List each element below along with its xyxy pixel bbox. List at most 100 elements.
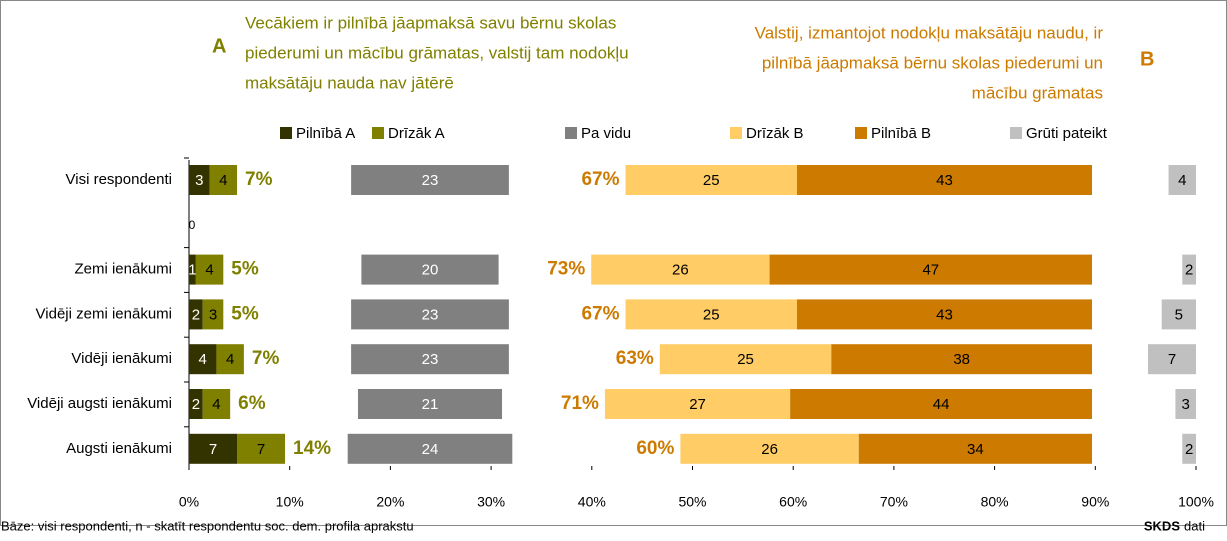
bar-value-label: 7: [257, 441, 265, 458]
bar-value-label: 4: [205, 262, 213, 279]
bar-value-label: 25: [703, 306, 720, 323]
header-text-a: Vecākiem ir pilnībā jāapmaksā savu bērnu…: [245, 13, 616, 32]
bar-value-label: 43: [936, 306, 953, 323]
legend-label: Drīzāk A: [388, 125, 445, 142]
footer-note: Bāze: visi respondenti, n - skatīt respo…: [1, 518, 414, 533]
legend-label: Pilnībā B: [871, 125, 931, 142]
bar-value-label: 2: [1185, 262, 1193, 279]
bar-segment: [189, 254, 196, 285]
bar-segment: [858, 433, 1092, 464]
bar-segment: [659, 344, 832, 375]
bar-segment: [361, 254, 499, 285]
bar-value-label: 7: [1168, 351, 1176, 368]
x-tick-label: 80%: [981, 494, 1009, 510]
x-tick-label: 60%: [779, 494, 807, 510]
header-text-a: piederumi un mācību grāmatas, valstij ta…: [245, 43, 629, 62]
x-tick-label: 0%: [179, 494, 199, 510]
bar-segment: [189, 165, 210, 195]
bar-segment: [351, 165, 509, 195]
category-label: Augsti ienākumi: [66, 440, 172, 457]
bar-value-label: 23: [422, 172, 439, 189]
bar-value-label: 20: [422, 262, 439, 279]
bar-segment: [237, 433, 286, 464]
legend-label: Drīzāk B: [746, 125, 804, 142]
x-tick-label: 50%: [678, 494, 706, 510]
bar-segment: [604, 389, 791, 419]
bar-value-label: 38: [953, 351, 970, 368]
bar-value-label: 23: [422, 351, 439, 368]
total-b-label: 73%: [547, 259, 585, 280]
bar-segment: [790, 389, 1092, 419]
bar-value-label: 24: [422, 441, 439, 458]
bar-segment: [625, 165, 798, 195]
bar-value-label: 3: [1182, 396, 1190, 413]
legend-label: Grūti pateikt: [1026, 125, 1108, 142]
x-tick-label: 100%: [1178, 494, 1214, 510]
bar-value-label: 4: [219, 172, 227, 189]
bar-segment: [195, 254, 224, 285]
legend-swatch: [280, 127, 292, 139]
x-tick-label: 90%: [1081, 494, 1109, 510]
total-a-label: 5%: [231, 303, 259, 324]
bar-value-label: 4: [226, 351, 234, 368]
bar-value-label: 23: [422, 306, 439, 323]
bar-value-label: 25: [737, 351, 754, 368]
bar-value-label: 4: [199, 351, 207, 368]
bar-segment: [189, 389, 203, 419]
bar-value-label: 34: [967, 441, 984, 458]
bar-value-label: 47: [922, 262, 939, 279]
bar-segment: [351, 299, 509, 330]
bar-value-label: 21: [422, 396, 439, 413]
bar-segment: [1182, 433, 1196, 464]
bar-segment: [1182, 254, 1196, 285]
x-tick-label: 70%: [880, 494, 908, 510]
total-b-label: 67%: [581, 303, 619, 324]
bar-segment: [351, 344, 509, 375]
label-b: B: [1140, 48, 1154, 70]
bar-value-label: 4: [212, 396, 220, 413]
bar-segment: [189, 299, 203, 330]
total-b-label: 67%: [581, 169, 619, 190]
bar-segment: [1175, 389, 1196, 419]
bar-segment: [769, 254, 1092, 285]
total-a-label: 7%: [245, 169, 273, 190]
total-b-label: 60%: [636, 438, 674, 459]
total-a-label: 5%: [231, 259, 259, 280]
legend-swatch: [372, 127, 384, 139]
x-tick-label: 10%: [276, 494, 304, 510]
legend-swatch: [1010, 127, 1022, 139]
category-label: Zemi ienākumi: [74, 261, 172, 278]
bar-segment: [797, 165, 1092, 195]
header-text-a: maksātāju nauda nav jātērē: [245, 73, 454, 92]
legend-swatch: [565, 127, 577, 139]
bar-value-label: 43: [936, 172, 953, 189]
total-a-label: 6%: [238, 393, 266, 414]
x-tick-label: 20%: [376, 494, 404, 510]
bar-segment: [831, 344, 1092, 375]
bar-value-label: 0: [189, 218, 196, 232]
footer-source-bold: SKDS: [1144, 518, 1180, 533]
legend-swatch: [855, 127, 867, 139]
bar-value-label: 2: [192, 306, 200, 323]
bar-segment: [189, 433, 238, 464]
total-b-label: 63%: [616, 348, 654, 369]
bar-segment: [357, 389, 503, 419]
footer-source: dati: [1184, 518, 1205, 533]
bar-value-label: 26: [672, 262, 689, 279]
bar-value-label: 26: [761, 441, 778, 458]
legend-label: Pilnībā A: [296, 125, 355, 142]
bar-segment: [1168, 165, 1196, 195]
header-text-b: pilnībā jāapmaksā bērnu skolas piederumi…: [762, 53, 1103, 72]
bar-value-label: 2: [192, 396, 200, 413]
header-text-b: Valstij, izmantojot nodokļu maksātāju na…: [755, 23, 1104, 42]
bar-value-label: 4: [1178, 172, 1186, 189]
bar-segment: [680, 433, 859, 464]
total-a-label: 7%: [252, 348, 280, 369]
bar-segment: [189, 344, 217, 375]
bar-value-label: 1: [188, 262, 196, 279]
category-label: Visi respondenti: [66, 171, 172, 188]
bar-segment: [209, 165, 238, 195]
bar-segment: [347, 433, 513, 464]
legend-label: Pa vidu: [581, 125, 631, 142]
